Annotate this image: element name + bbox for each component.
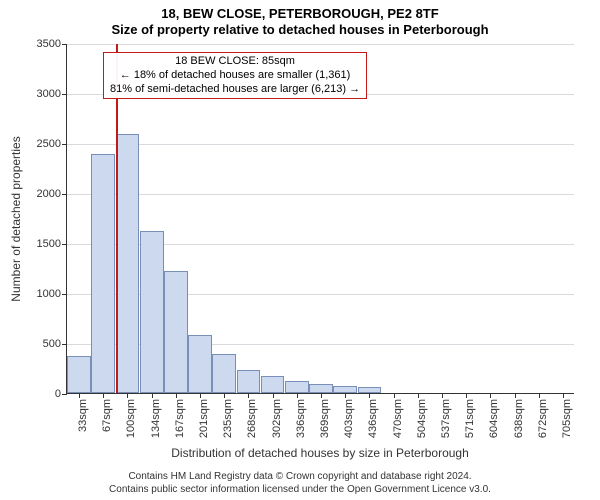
histogram-bar — [140, 231, 164, 393]
x-tick-label: 403sqm — [343, 399, 355, 438]
x-tick-mark — [176, 393, 177, 398]
x-tick-mark — [515, 393, 516, 398]
x-tick-mark — [345, 393, 346, 398]
x-tick-label: 268sqm — [246, 399, 258, 438]
histogram-bar — [285, 381, 309, 393]
plot-area: 050010001500200025003000350033sqm67sqm10… — [66, 44, 574, 394]
x-axis-label: Distribution of detached houses by size … — [171, 446, 469, 460]
x-tick-label: 638sqm — [513, 399, 525, 438]
x-tick-mark — [224, 393, 225, 398]
y-tick-label: 1500 — [37, 238, 67, 250]
x-tick-mark — [490, 393, 491, 398]
x-tick-label: 470sqm — [392, 399, 404, 438]
grid-line — [67, 44, 574, 45]
y-tick-label: 3000 — [37, 88, 67, 100]
histogram-bar — [333, 386, 357, 393]
x-tick-mark — [152, 393, 153, 398]
y-tick-label: 2000 — [37, 188, 67, 200]
histogram-bar — [212, 354, 236, 393]
histogram-bar — [164, 271, 188, 393]
histogram-bar — [91, 154, 115, 393]
histogram-chart: 18, BEW CLOSE, PETERBOROUGH, PE2 8TF Siz… — [0, 0, 600, 500]
x-tick-mark — [79, 393, 80, 398]
x-tick-mark — [394, 393, 395, 398]
y-axis-label: Number of detached properties — [9, 136, 23, 301]
x-tick-label: 134sqm — [150, 399, 162, 438]
x-tick-label: 705sqm — [561, 399, 573, 438]
x-tick-label: 336sqm — [295, 399, 307, 438]
x-tick-mark — [321, 393, 322, 398]
x-tick-mark — [127, 393, 128, 398]
x-tick-mark — [200, 393, 201, 398]
x-tick-mark — [103, 393, 104, 398]
grid-line — [67, 194, 574, 195]
x-tick-label: 67sqm — [101, 399, 113, 432]
x-tick-mark — [273, 393, 274, 398]
y-tick-label: 3500 — [37, 38, 67, 50]
footer-line-1: Contains HM Land Registry data © Crown c… — [0, 471, 600, 484]
chart-title-main: 18, BEW CLOSE, PETERBOROUGH, PE2 8TF — [0, 0, 600, 22]
y-tick-label: 500 — [43, 338, 67, 350]
x-tick-label: 302sqm — [271, 399, 283, 438]
x-tick-mark — [418, 393, 419, 398]
x-tick-label: 235sqm — [222, 399, 234, 438]
chart-footer: Contains HM Land Registry data © Crown c… — [0, 471, 600, 496]
x-tick-label: 100sqm — [125, 399, 137, 438]
histogram-bar — [188, 335, 212, 393]
chart-title-sub: Size of property relative to detached ho… — [0, 22, 600, 42]
x-tick-mark — [442, 393, 443, 398]
x-tick-mark — [297, 393, 298, 398]
x-tick-label: 369sqm — [319, 399, 331, 438]
x-tick-label: 672sqm — [537, 399, 549, 438]
x-tick-mark — [539, 393, 540, 398]
x-tick-label: 571sqm — [464, 399, 476, 438]
histogram-bar — [237, 370, 261, 393]
x-tick-mark — [369, 393, 370, 398]
histogram-bar — [67, 356, 91, 393]
x-tick-mark — [466, 393, 467, 398]
histogram-bar — [116, 134, 140, 393]
x-tick-label: 167sqm — [174, 399, 186, 438]
x-tick-label: 537sqm — [440, 399, 452, 438]
info-box-line: 18 BEW CLOSE: 85sqm — [110, 55, 360, 69]
x-tick-mark — [563, 393, 564, 398]
x-tick-label: 33sqm — [77, 399, 89, 432]
histogram-bar — [261, 376, 285, 393]
y-tick-label: 1000 — [37, 288, 67, 300]
x-tick-label: 201sqm — [198, 399, 210, 438]
x-tick-label: 504sqm — [416, 399, 428, 438]
info-box-line: ← 18% of detached houses are smaller (1,… — [110, 69, 360, 83]
x-tick-mark — [248, 393, 249, 398]
y-tick-label: 0 — [55, 388, 67, 400]
info-box: 18 BEW CLOSE: 85sqm← 18% of detached hou… — [103, 52, 367, 99]
footer-line-2: Contains public sector information licen… — [0, 484, 600, 497]
y-tick-label: 2500 — [37, 138, 67, 150]
x-tick-label: 604sqm — [488, 399, 500, 438]
histogram-bar — [309, 384, 333, 393]
x-tick-label: 436sqm — [367, 399, 379, 438]
grid-line — [67, 144, 574, 145]
info-box-line: 81% of semi-detached houses are larger (… — [110, 83, 360, 97]
